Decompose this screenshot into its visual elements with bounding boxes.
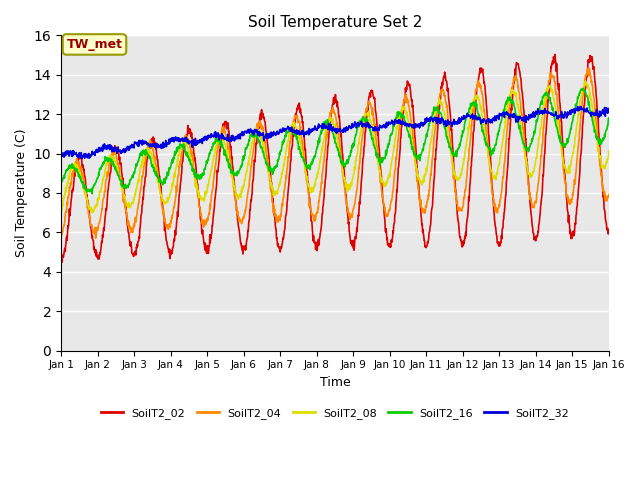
- SoilT2_32: [420, 120, 428, 125]
- SoilT2_04: [492, 208, 500, 214]
- SoilT2_04: [166, 221, 173, 227]
- SoilT2_16: [420, 142, 428, 147]
- SoilT2_08: [492, 177, 500, 183]
- SoilT2_32: [166, 140, 173, 145]
- SoilT2_16: [57, 180, 65, 186]
- Legend: SoilT2_02, SoilT2_04, SoilT2_08, SoilT2_16, SoilT2_32: SoilT2_02, SoilT2_04, SoilT2_08, SoilT2_…: [96, 404, 573, 423]
- SoilT2_16: [88, 191, 96, 197]
- SoilT2_04: [420, 207, 428, 213]
- SoilT2_04: [57, 233, 65, 239]
- SoilT2_16: [540, 92, 548, 98]
- SoilT2_04: [179, 144, 187, 150]
- SoilT2_08: [166, 191, 173, 197]
- SoilT2_32: [57, 150, 65, 156]
- Line: SoilT2_02: SoilT2_02: [61, 54, 609, 263]
- SoilT2_08: [540, 100, 548, 106]
- Line: SoilT2_32: SoilT2_32: [61, 107, 609, 158]
- SoilT2_02: [605, 227, 612, 232]
- SoilT2_32: [492, 116, 500, 122]
- SoilT2_16: [605, 115, 612, 121]
- Line: SoilT2_08: SoilT2_08: [61, 81, 609, 213]
- SoilT2_16: [241, 153, 248, 159]
- SoilT2_16: [492, 142, 500, 148]
- Text: TW_met: TW_met: [67, 38, 122, 51]
- SoilT2_02: [492, 225, 500, 231]
- SoilT2_32: [78, 156, 86, 161]
- Line: SoilT2_16: SoilT2_16: [61, 88, 609, 194]
- SoilT2_02: [166, 256, 173, 262]
- SoilT2_08: [88, 210, 96, 216]
- SoilT2_02: [179, 153, 187, 159]
- Title: Soil Temperature Set 2: Soil Temperature Set 2: [248, 15, 422, 30]
- SoilT2_08: [582, 78, 589, 84]
- X-axis label: Time: Time: [319, 376, 350, 389]
- SoilT2_02: [420, 238, 428, 243]
- SoilT2_08: [57, 209, 65, 215]
- SoilT2_02: [58, 260, 66, 265]
- SoilT2_02: [57, 260, 65, 265]
- SoilT2_04: [241, 211, 248, 216]
- SoilT2_08: [179, 139, 187, 145]
- Line: SoilT2_04: SoilT2_04: [61, 68, 609, 238]
- SoilT2_08: [605, 148, 612, 154]
- SoilT2_02: [551, 51, 559, 57]
- SoilT2_02: [241, 247, 248, 252]
- SoilT2_04: [540, 119, 548, 125]
- SoilT2_16: [579, 85, 587, 91]
- SoilT2_04: [584, 65, 591, 71]
- SoilT2_04: [605, 192, 612, 197]
- Y-axis label: Soil Temperature (C): Soil Temperature (C): [15, 129, 28, 257]
- SoilT2_08: [241, 177, 248, 183]
- SoilT2_16: [166, 166, 173, 172]
- SoilT2_04: [92, 235, 99, 241]
- SoilT2_32: [241, 129, 248, 134]
- SoilT2_32: [179, 138, 187, 144]
- SoilT2_08: [420, 179, 428, 185]
- SoilT2_16: [179, 145, 187, 151]
- SoilT2_02: [540, 159, 548, 165]
- SoilT2_32: [540, 108, 548, 113]
- SoilT2_32: [573, 104, 581, 109]
- SoilT2_32: [605, 107, 612, 112]
